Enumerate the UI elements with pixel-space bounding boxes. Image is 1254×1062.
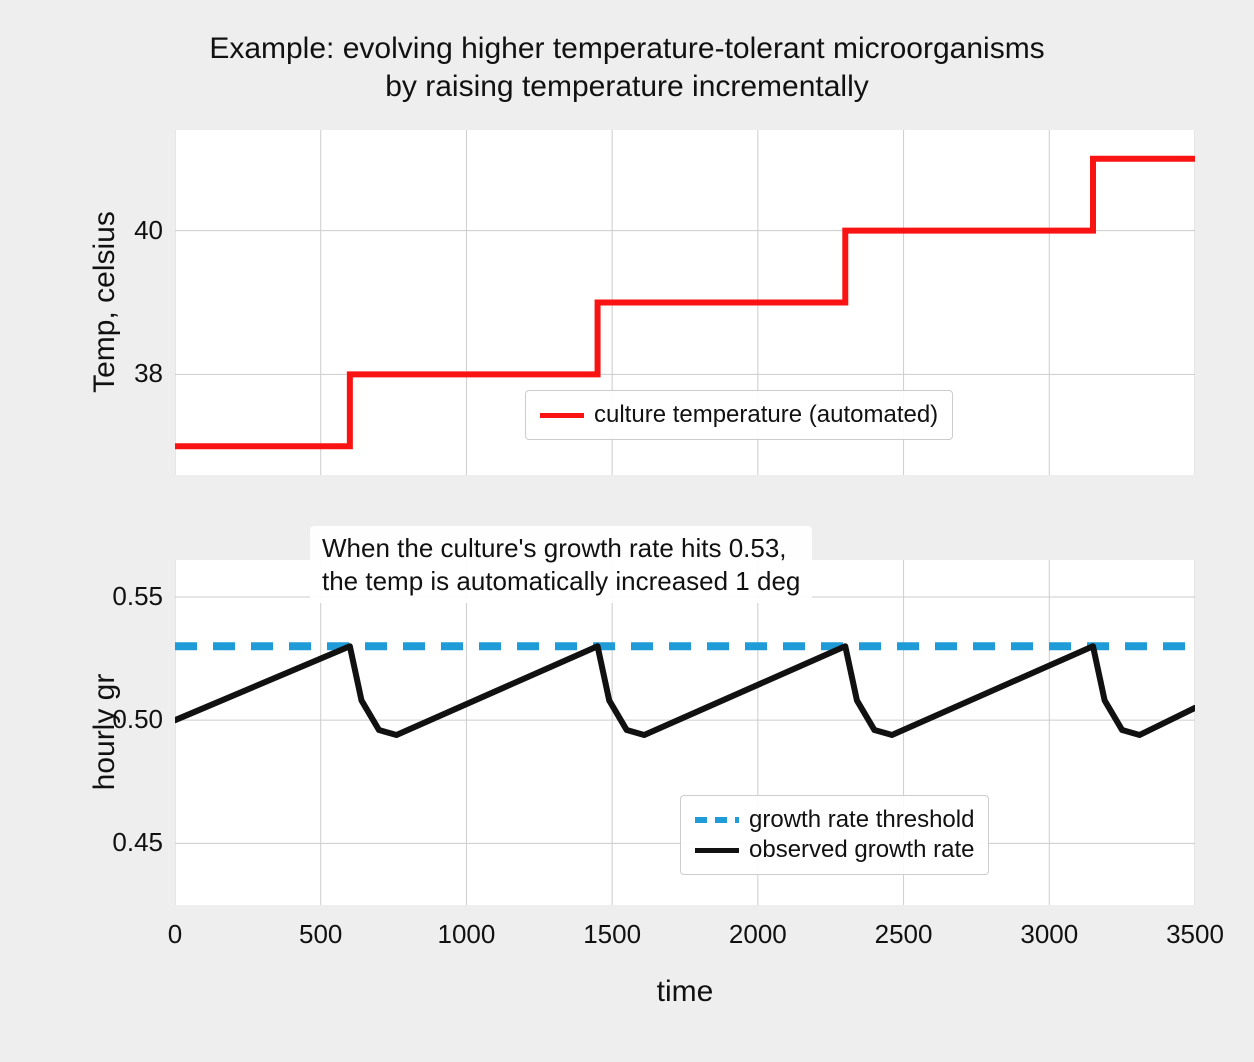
bottom-ytick-label: 0.45: [112, 827, 163, 858]
x-tick-label: 2000: [723, 919, 793, 950]
growth-annotation: When the culture's growth rate hits 0.53…: [310, 526, 812, 603]
top-legend: culture temperature (automated): [525, 390, 953, 440]
legend-swatch-threshold: [695, 817, 739, 823]
legend-swatch-temp: [540, 413, 584, 418]
x-tick-label: 3500: [1160, 919, 1230, 950]
x-axis-label: time: [175, 975, 1195, 1009]
top-ytick-label: 40: [134, 215, 163, 246]
x-tick-label: 3000: [1014, 919, 1084, 950]
x-tick-label: 500: [286, 919, 356, 950]
x-tick-label: 1500: [577, 919, 647, 950]
x-tick-label: 1000: [431, 919, 501, 950]
legend-label-observed: observed growth rate: [749, 836, 974, 864]
top-ylabel: Temp, celsius: [88, 177, 122, 427]
bottom-ytick-label: 0.55: [112, 581, 163, 612]
legend-label-temp: culture temperature (automated): [594, 401, 938, 429]
x-tick-label: 2500: [869, 919, 939, 950]
legend-label-threshold: growth rate threshold: [749, 806, 974, 834]
bottom-ytick-label: 0.50: [112, 704, 163, 735]
chart-title: Example: evolving higher temperature-tol…: [0, 30, 1254, 105]
legend-swatch-observed: [695, 848, 739, 853]
top-ytick-label: 38: [134, 358, 163, 389]
x-tick-label: 0: [140, 919, 210, 950]
bottom-legend: growth rate threshold observed growth ra…: [680, 795, 989, 875]
